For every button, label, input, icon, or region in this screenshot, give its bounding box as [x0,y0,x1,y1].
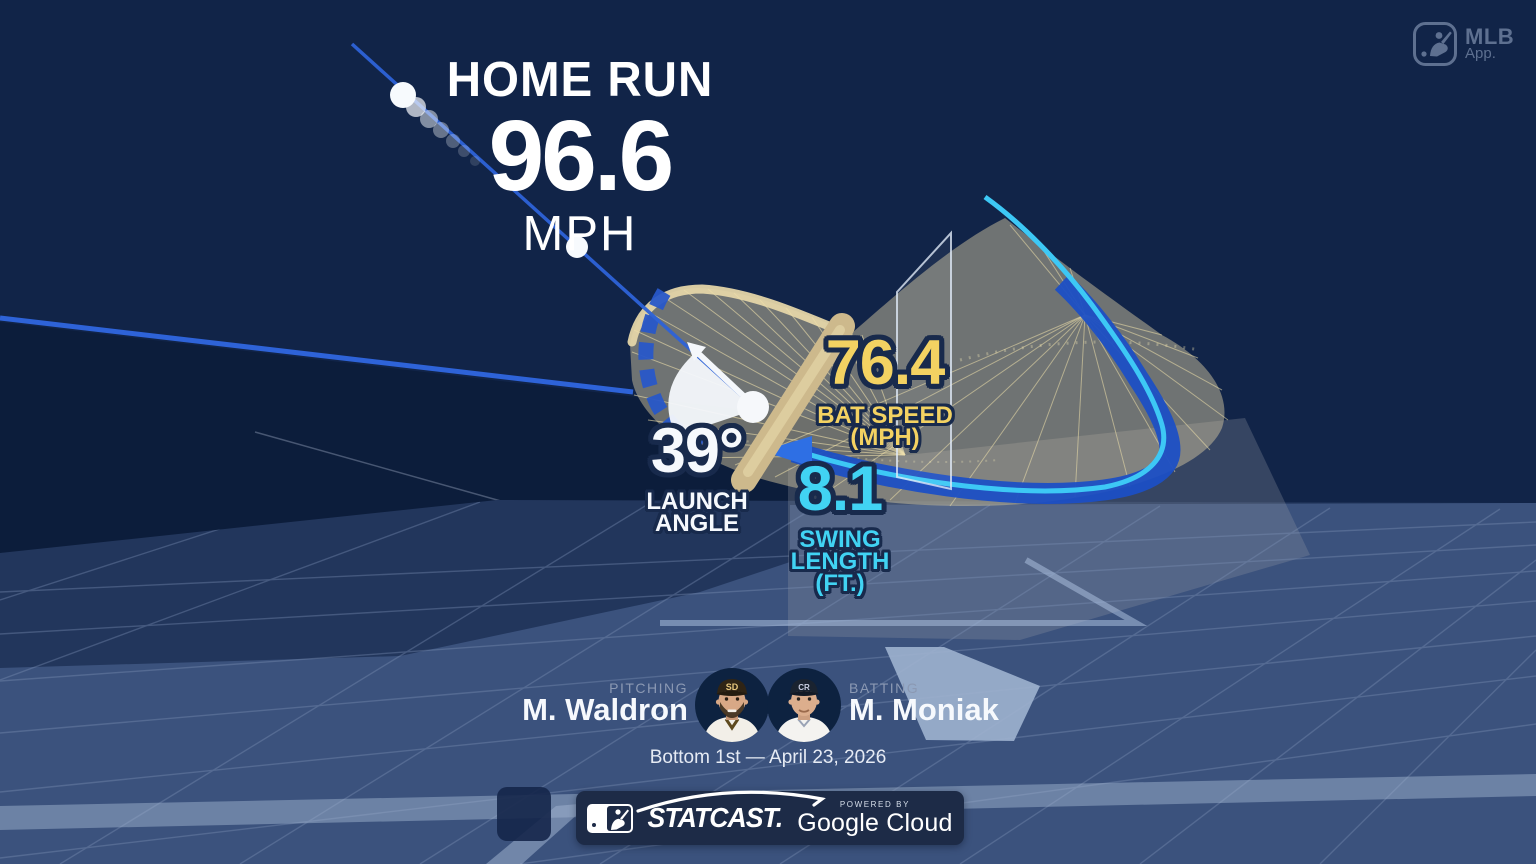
ball-trajectory [350,42,755,408]
bat-speed-callout: 76.4 BAT SPEED (MPH) [770,328,1000,451]
bat-path-line [794,194,1167,494]
swing-length-unit: (FT.) [815,570,865,597]
batters-box-outline [660,557,1148,626]
launch-angle-label1: LAUNCH [646,488,748,515]
swing-length-label1: SWING [799,526,881,553]
contact-ball [737,391,769,423]
bat-speed-label: BAT SPEED [817,402,953,429]
pitcher-avatar: SD [695,668,769,742]
swing-length-value: 8.1 [797,454,884,524]
exit-velocity-unit: MPH [522,207,638,261]
powered-by-label: POWERED BY [839,799,911,809]
wall-top-line [0,315,634,395]
strike-zone [896,230,952,491]
event-title: HOME RUN [446,53,714,107]
swing-arc-dashed [638,288,717,457]
bat [731,313,855,493]
swing-length-callout: 8.1 SWING LENGTH (FT.) [740,454,940,597]
powered-by-block: POWERED BY Google Cloud [797,799,953,837]
launch-angle-label2: ANGLE [655,510,739,537]
statcast-wordmark-wrap: STATCAST. [636,790,827,834]
mlb-app-subtitle: App. [1465,44,1496,62]
batted-ball [390,82,416,108]
headline-block: HOME RUN 96.6 MPH [370,52,790,262]
home-plate [885,647,1040,741]
batting-label: BATTING [849,680,920,696]
bat-speed-value: 76.4 [825,328,946,398]
pitching-label: PITCHING [609,680,688,696]
launch-angle-value: 39° [650,416,744,486]
statcast-wordmark: STATCAST. [647,802,784,833]
floor-light [0,503,1536,864]
launch-angle-callout: 39° LAUNCH ANGLE [597,416,797,537]
mlb-app-badge: MLB App. [1412,21,1514,67]
mlb-app-title: MLB [1465,23,1515,49]
pitcher-name: M. Waldron [522,692,688,727]
swing-length-label2: LENGTH [790,548,890,575]
trajectory-ball [566,236,588,258]
swing-direction-arrowhead [762,436,812,467]
player-avatars: SD CR [695,668,841,742]
bat-speed-unit: (MPH) [850,424,920,451]
exit-velocity-value: 96.6 [488,100,675,212]
mlb-app-icon [1413,22,1457,66]
svg-text:SD: SD [726,682,739,692]
batter-avatar: CR [767,668,841,742]
launch-angle-wedge [668,353,754,436]
statcast-banner: STATCAST. POWERED BY Google Cloud [576,790,964,845]
google-cloud-wordmark: Google Cloud [797,808,953,837]
game-state: Bottom 1st — April 23, 2026 [649,747,887,768]
batter-name: M. Moniak [849,692,999,727]
svg-text:CR: CR [798,683,810,692]
launch-direction-arrow [687,342,753,405]
mlb-logo [587,803,634,833]
